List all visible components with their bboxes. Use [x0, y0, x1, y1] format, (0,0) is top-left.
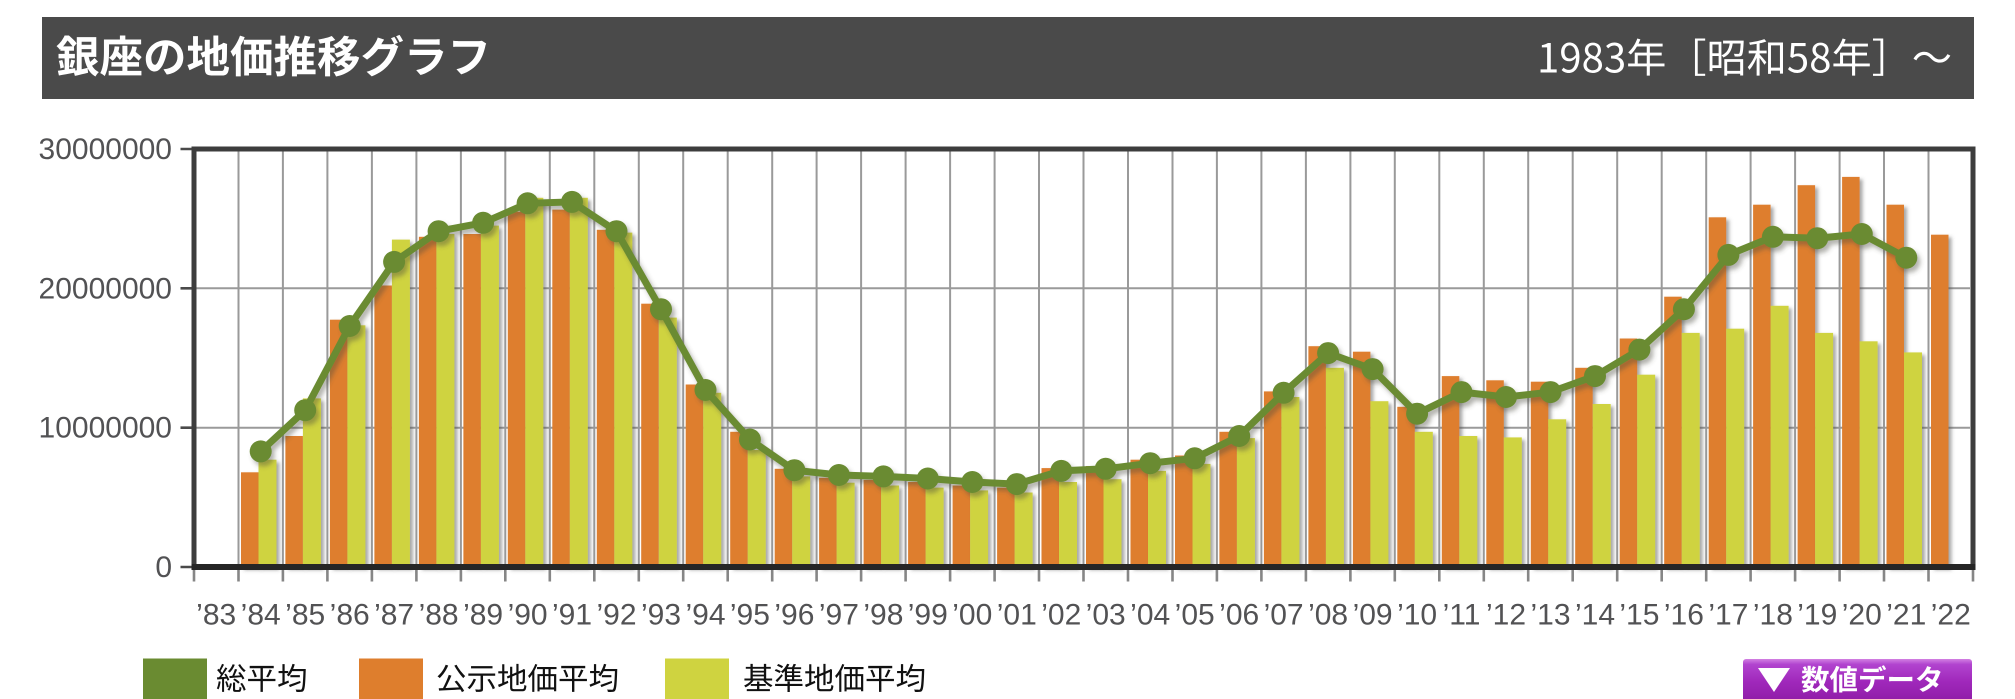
svg-text:’97: ’97 [819, 599, 859, 632]
svg-text:’83: ’83 [196, 599, 236, 632]
svg-text:’22: ’22 [1931, 599, 1971, 632]
svg-text:’18: ’18 [1753, 599, 1793, 632]
svg-text:’05: ’05 [1175, 599, 1215, 632]
svg-text:’14: ’14 [1575, 599, 1615, 632]
svg-text:’94: ’94 [685, 599, 725, 632]
svg-text:10000000: 10000000 [39, 412, 172, 445]
svg-text:’12: ’12 [1486, 599, 1526, 632]
svg-text:’86: ’86 [330, 599, 370, 632]
svg-text:20000000: 20000000 [39, 272, 172, 305]
svg-text:’19: ’19 [1797, 599, 1837, 632]
svg-text:’98: ’98 [863, 599, 903, 632]
svg-text:’02: ’02 [1041, 599, 1081, 632]
svg-text:’01: ’01 [997, 599, 1037, 632]
svg-text:’85: ’85 [285, 599, 325, 632]
svg-text:’11: ’11 [1443, 599, 1481, 632]
svg-text:’13: ’13 [1530, 599, 1570, 632]
svg-text:’04: ’04 [1130, 599, 1170, 632]
svg-text:’06: ’06 [1219, 599, 1259, 632]
svg-text:’99: ’99 [908, 599, 948, 632]
svg-text:’90: ’90 [508, 599, 548, 632]
svg-text:’10: ’10 [1397, 599, 1437, 632]
svg-text:’08: ’08 [1308, 599, 1348, 632]
svg-text:’21: ’21 [1886, 599, 1926, 632]
svg-text:30000000: 30000000 [39, 133, 172, 166]
svg-text:’88: ’88 [419, 599, 459, 632]
svg-text:’17: ’17 [1708, 599, 1748, 632]
svg-text:’92: ’92 [596, 599, 636, 632]
svg-text:’87: ’87 [374, 599, 414, 632]
svg-text:’89: ’89 [463, 599, 503, 632]
svg-text:’91: ’91 [552, 599, 592, 632]
svg-text:’93: ’93 [641, 599, 681, 632]
svg-text:’16: ’16 [1664, 599, 1704, 632]
svg-text:’15: ’15 [1619, 599, 1659, 632]
svg-text:’84: ’84 [241, 599, 281, 632]
svg-text:’20: ’20 [1842, 599, 1882, 632]
svg-text:0: 0 [155, 551, 172, 584]
svg-text:’95: ’95 [730, 599, 770, 632]
svg-text:’00: ’00 [952, 599, 992, 632]
svg-text:’96: ’96 [774, 599, 814, 632]
svg-text:’09: ’09 [1353, 599, 1393, 632]
svg-text:’03: ’03 [1086, 599, 1126, 632]
svg-text:’07: ’07 [1264, 599, 1304, 632]
